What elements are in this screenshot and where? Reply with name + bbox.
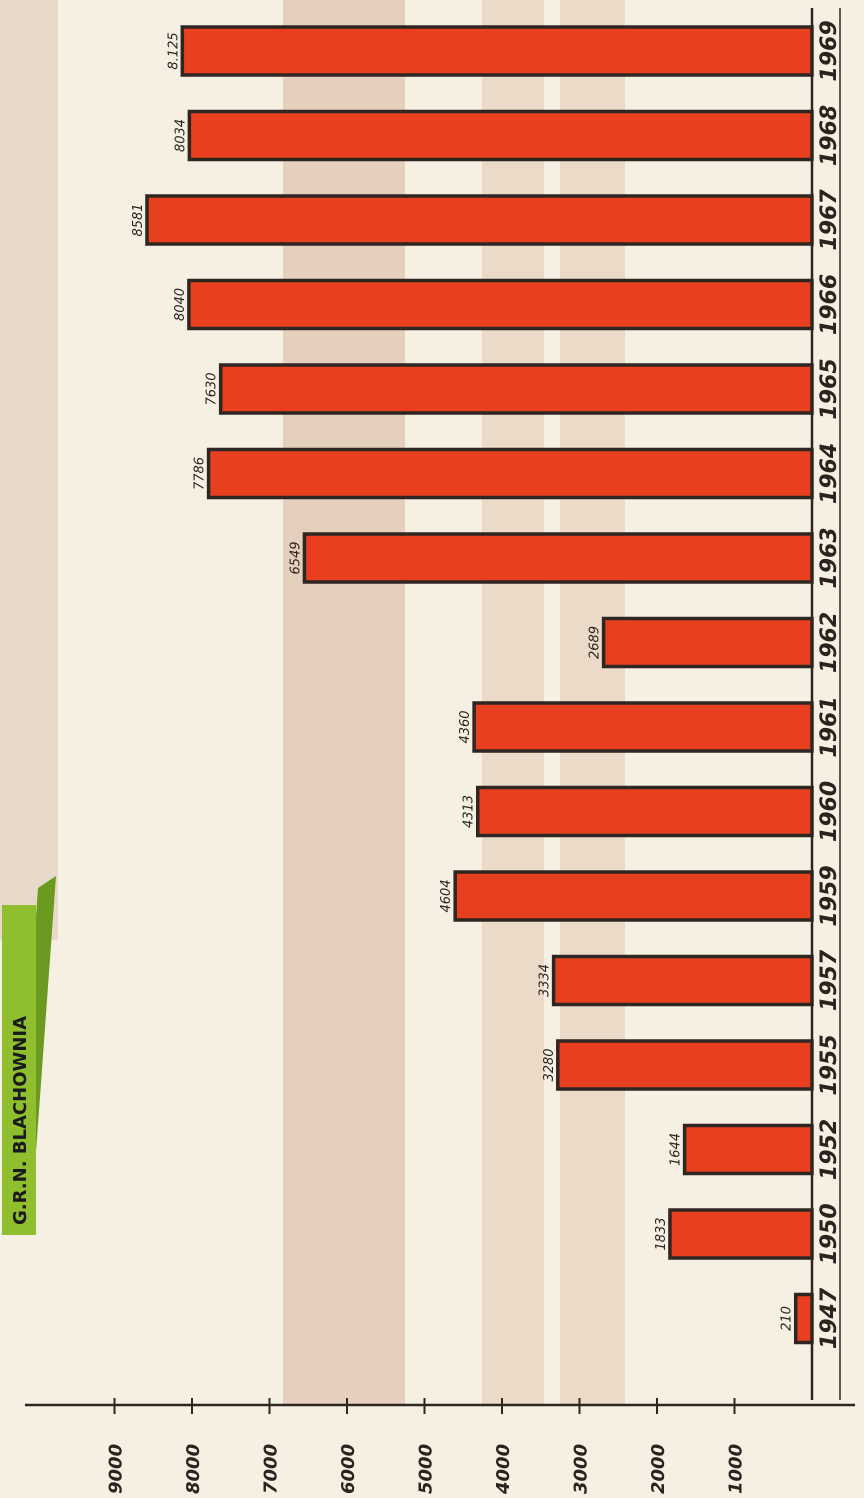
data-label-1961: 4360 [458,710,473,743]
data-label-1965: 7630 [205,372,220,405]
value-tick-label: 4000 [493,1444,514,1495]
category-label-1960: 1960 [817,781,842,842]
category-label-1968: 1968 [817,105,842,166]
category-labels: 1969 1968 1967 1966 1965 1964 1963 1962 1961 1960… [817,20,842,1349]
bar-1957 [551,954,814,1007]
value-tick-label: 5000 [416,1444,437,1494]
bar-1966 [187,278,814,331]
value-tick-label: 3000 [571,1444,592,1494]
category-label-1966: 1966 [817,274,842,335]
bar-1955 [556,1039,814,1091]
data-label-1966: 8040 [173,288,188,321]
data-label-1959: 4604 [439,879,454,912]
bars [145,25,814,1345]
bar-1947 [793,1292,814,1345]
bar-1959 [453,870,814,922]
title-panel-background [2,905,36,1235]
category-label-1964: 1964 [817,443,842,504]
category-label-1947: 1947 [817,1287,842,1349]
value-ticks: 1000 2000 3000 4000 5000 6000 7000 8000 9000 [106,1398,747,1495]
bar-1961 [472,701,814,753]
value-tick-label: 2000 [648,1444,669,1494]
data-labels: 8.125 8034 8581 8040 7630 7786 6549 2689 4360 431… [131,32,795,1331]
title-panel: G.R.N. BLACHOWNIA [2,876,56,1235]
bar-1950 [668,1208,814,1260]
category-label-1969: 1969 [817,20,842,81]
data-label-1950: 1833 [654,1217,669,1250]
category-label-1965: 1965 [817,358,842,419]
category-label-1952: 1952 [817,1119,842,1180]
category-label-1962: 1962 [817,612,842,673]
bar-1963 [302,532,814,584]
data-label-1962: 2689 [588,626,603,659]
data-label-1947: 210 [780,1306,795,1331]
bar-1964 [206,447,814,500]
data-label-1968: 8034 [173,119,188,152]
category-label-1961: 1961 [817,696,842,757]
bar-1969 [180,25,814,77]
data-label-1960: 4313 [462,795,477,828]
data-label-1955: 3280 [542,1048,557,1081]
chart-title: G.R.N. BLACHOWNIA [10,1016,31,1225]
bar-1962 [601,616,814,669]
category-label-1963: 1963 [817,527,842,588]
category-label-1967: 1967 [817,189,842,251]
data-label-1952: 1644 [669,1133,684,1166]
value-tick-label: 7000 [261,1444,282,1494]
value-tick-label: 8000 [183,1444,204,1494]
bar-1960 [475,785,814,838]
data-label-1967: 8581 [131,203,146,236]
bar-1965 [218,363,814,415]
bar-1952 [682,1123,814,1176]
data-label-1964: 7786 [193,457,208,490]
category-label-1959: 1959 [817,865,842,926]
data-label-1969: 8.125 [166,32,181,69]
bar-1968 [187,109,814,162]
category-label-1957: 1957 [817,949,842,1011]
value-tick-label: 6000 [338,1444,359,1494]
value-tick-label: 9000 [106,1444,127,1494]
category-label-1950: 1950 [817,1203,842,1264]
stripe-edge [0,0,58,940]
category-label-1955: 1955 [817,1034,842,1095]
value-tick-label: 1000 [726,1444,747,1494]
bar-1967 [145,194,814,246]
data-label-1963: 6549 [288,541,303,574]
data-label-1957: 3334 [538,964,553,997]
